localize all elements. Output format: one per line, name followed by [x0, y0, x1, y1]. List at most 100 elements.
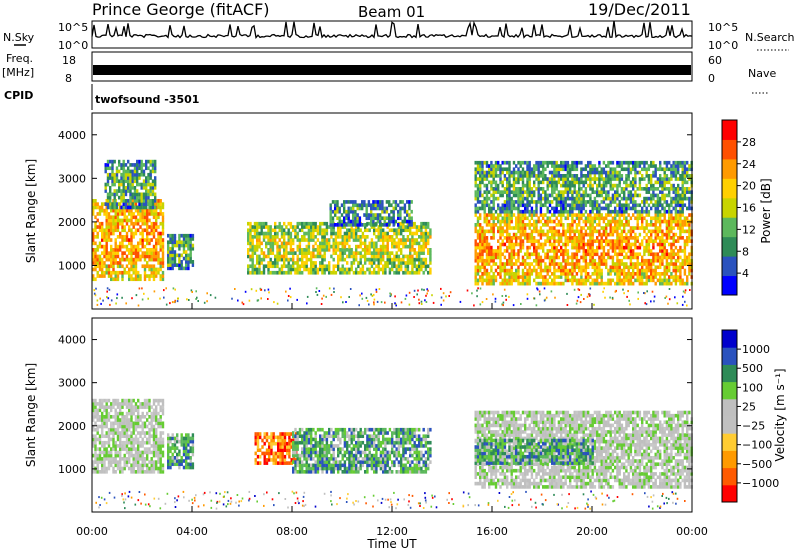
power-cell [638, 187, 642, 191]
power-cell [151, 179, 155, 184]
power-cell [517, 219, 520, 224]
power-cell [517, 229, 520, 234]
power-cell [476, 170, 480, 175]
power-cell [564, 187, 567, 191]
power-cell [101, 202, 104, 206]
power-cell [659, 272, 662, 276]
power-cell [645, 278, 648, 283]
power-cell [112, 221, 115, 226]
power-cell [124, 163, 128, 167]
power-cell [154, 163, 157, 167]
power-cell [173, 301, 176, 303]
power-cell [355, 244, 358, 249]
power-cell [659, 209, 662, 214]
power-cell [372, 223, 375, 227]
power-cell [109, 192, 112, 197]
power-cell [546, 252, 549, 257]
power-cell [569, 167, 572, 172]
power-cell [106, 287, 109, 290]
power-cell [365, 209, 368, 214]
power-cell [665, 295, 668, 298]
power-cell [269, 251, 272, 255]
power-cell [609, 226, 612, 230]
power-cell [390, 219, 393, 224]
power-cell [497, 187, 500, 191]
power-cell [607, 219, 610, 224]
power-cell [289, 235, 293, 239]
power-cell [373, 298, 376, 301]
power-cell [114, 228, 117, 233]
power-cell [356, 206, 359, 211]
power-cell [411, 241, 414, 246]
power-cell [589, 200, 592, 204]
power-cell [533, 252, 536, 257]
power-cell [526, 183, 529, 188]
power-cell [124, 189, 128, 193]
power-cell [418, 302, 421, 305]
power-cell [506, 209, 509, 214]
power-cell [154, 159, 157, 164]
power-cell [114, 218, 117, 223]
power-cell [508, 226, 511, 230]
power-cell [340, 203, 344, 208]
power-cell [591, 281, 594, 286]
power-cell [546, 183, 549, 188]
power-cell [476, 167, 480, 172]
power-cell [512, 249, 516, 253]
power-cell [668, 219, 671, 224]
power-cell [476, 206, 480, 211]
power-cell [616, 275, 619, 279]
power-cell [499, 209, 502, 214]
power-cell [497, 226, 500, 230]
power-cell [481, 206, 484, 211]
power-cell [634, 242, 637, 247]
power-cell [488, 170, 491, 175]
power-cell [663, 167, 666, 172]
power-cell [661, 190, 664, 194]
power-cell [668, 236, 671, 240]
power-cell [384, 301, 386, 304]
power-cell [593, 180, 597, 185]
power-cell [413, 238, 416, 242]
power-cell [508, 239, 511, 243]
power-cell [593, 164, 597, 168]
power-cell [564, 249, 567, 253]
power-cell [231, 297, 233, 300]
power-cell [157, 199, 160, 203]
power-cell [510, 190, 513, 194]
power-cell [539, 281, 543, 286]
power-cell [571, 245, 574, 250]
power-cell [520, 303, 522, 305]
power-cell [485, 298, 488, 300]
power-cell [384, 261, 387, 265]
power-cell [609, 187, 612, 191]
power-cell [485, 196, 489, 201]
power-cell [323, 235, 326, 239]
power-cell [521, 200, 525, 204]
power-cell [555, 160, 558, 165]
power-cell [125, 254, 129, 259]
power-cell [247, 254, 250, 259]
power-cell [609, 203, 612, 208]
power-cell [251, 267, 254, 272]
power-cell [127, 169, 130, 174]
power-cell [519, 213, 522, 217]
power-cell [459, 300, 462, 303]
power-cell [354, 213, 357, 217]
power-cell [343, 223, 346, 227]
power-cell [551, 206, 554, 211]
power-cell [165, 287, 167, 290]
power-cell [116, 270, 120, 275]
power-cell [176, 243, 179, 248]
power-cell [395, 251, 398, 255]
power-cell [383, 219, 386, 224]
power-cell [627, 174, 630, 178]
power-cell [271, 244, 275, 249]
power-cell [557, 209, 561, 214]
power-cell [96, 248, 99, 252]
power-cell [120, 199, 123, 203]
power-cell [307, 244, 311, 249]
power-cell [645, 167, 648, 172]
power-cell [611, 265, 615, 270]
power-cell [125, 302, 127, 305]
